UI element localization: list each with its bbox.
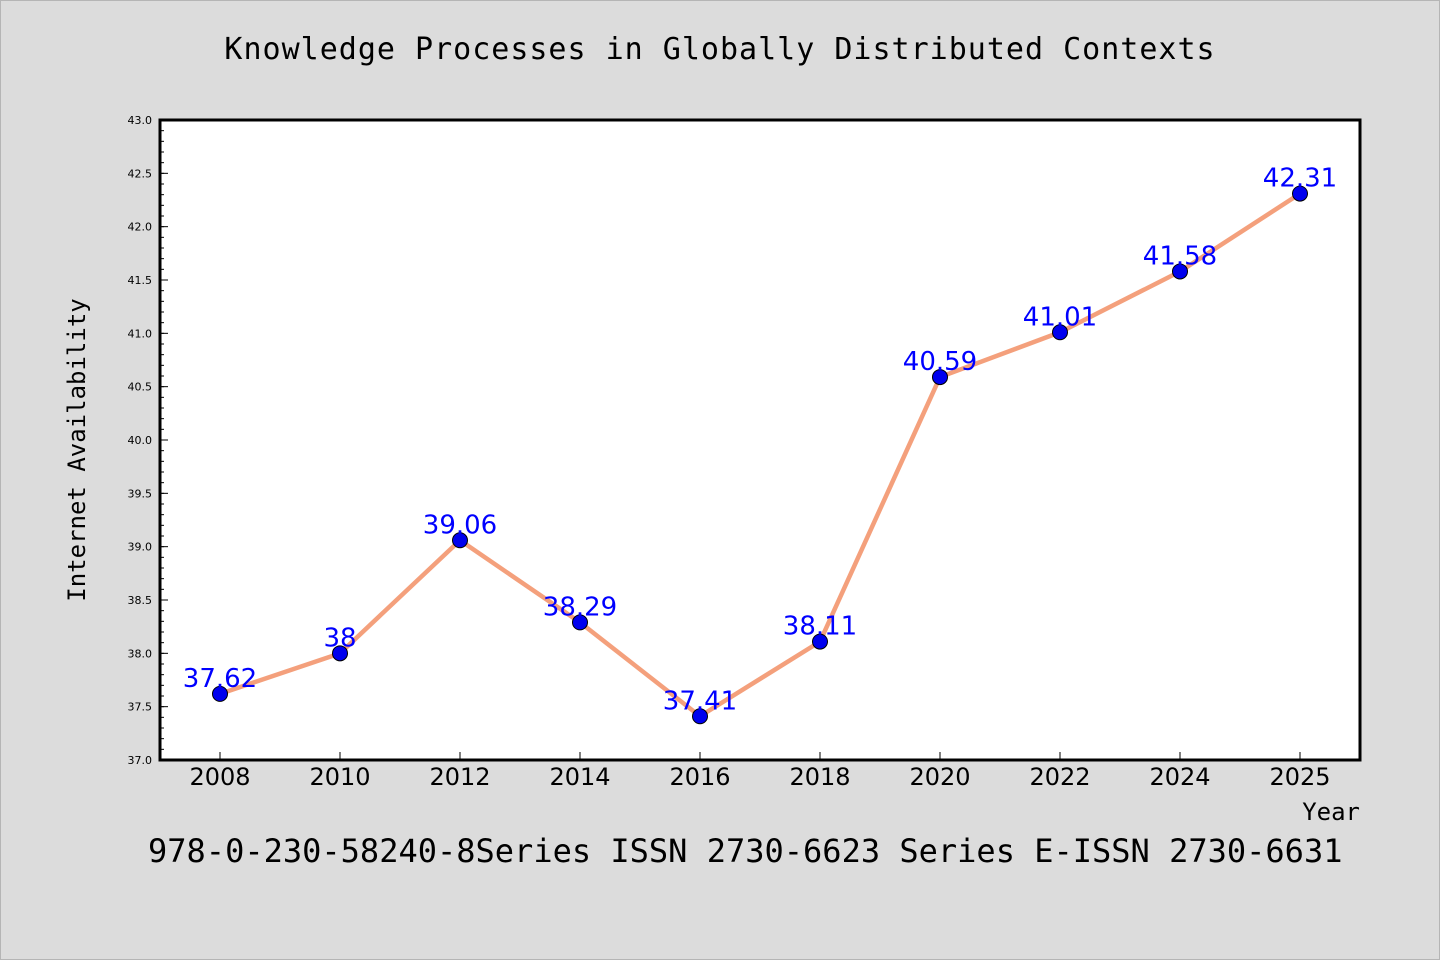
x-axis-label: Year xyxy=(1302,798,1360,826)
y-tick-label: 39.5 xyxy=(128,487,153,500)
data-point xyxy=(932,369,948,386)
y-tick-label: 41.0 xyxy=(128,327,153,340)
data-label: 37.62 xyxy=(183,664,257,694)
data-point xyxy=(1052,324,1068,341)
y-tick-label: 40.0 xyxy=(128,434,153,447)
x-tick-label: 2020 xyxy=(909,763,970,791)
x-tick-label: 2016 xyxy=(669,763,730,791)
x-tick-label: 2012 xyxy=(429,763,490,791)
y-axis: 37.0 37.5 38.0 38.5 39.0 39.5 40.0 40.5 41.0 41.5… xyxy=(128,114,168,767)
y-tick-label: 42.5 xyxy=(128,167,153,180)
x-tick-label: 2024 xyxy=(1149,763,1210,791)
x-axis: 2008 2010 2012 2014 2016 2018 2020 2022 2024 2025 xyxy=(189,752,1331,791)
x-tick-label: 2014 xyxy=(549,763,610,791)
y-tick-label: 42.0 xyxy=(128,221,153,234)
y-axis-label: Internet Availability xyxy=(63,298,91,601)
y-tick-label: 39.0 xyxy=(128,541,153,554)
data-point xyxy=(332,645,348,662)
y-tick-label: 43.0 xyxy=(128,114,153,127)
y-tick-label: 41.5 xyxy=(128,274,153,287)
data-label: 37.41 xyxy=(663,686,737,716)
data-point xyxy=(1172,263,1188,280)
series-layer: 37.62 38 39.06 38.29 37.41 38.11 40.59 41.01 41.… xyxy=(183,164,1337,725)
data-point xyxy=(1292,185,1308,202)
data-point xyxy=(212,685,228,702)
footer-isbn-text: 978-0-230-58240-8Series ISSN 2730-6623 S… xyxy=(148,832,1343,870)
data-label: 38.11 xyxy=(783,612,857,642)
y-tick-label: 38.0 xyxy=(128,647,153,660)
data-point xyxy=(452,532,468,549)
series-line xyxy=(217,191,1303,719)
x-tick-label: 2018 xyxy=(789,763,850,791)
data-label: 41.58 xyxy=(1143,241,1217,271)
y-tick-label: 37.5 xyxy=(128,701,153,714)
data-label: 38.29 xyxy=(543,592,617,622)
x-tick-label: 2010 xyxy=(309,763,370,791)
x-tick-label: 2025 xyxy=(1269,763,1330,791)
data-label: 41.01 xyxy=(1023,302,1097,332)
data-label: 40.59 xyxy=(903,347,977,377)
data-label: 38 xyxy=(323,623,356,653)
y-tick-label: 40.5 xyxy=(128,381,153,394)
y-tick-label: 37.0 xyxy=(128,754,153,767)
plot-area xyxy=(158,118,1362,762)
x-tick-label: 2022 xyxy=(1029,763,1090,791)
data-point xyxy=(692,708,708,725)
y-tick-label: 38.5 xyxy=(128,594,153,607)
data-label: 42.31 xyxy=(1263,164,1337,194)
data-label: 39.06 xyxy=(423,510,497,540)
data-point xyxy=(812,633,828,650)
chart-title: Knowledge Processes in Globally Distribu… xyxy=(224,32,1216,67)
x-tick-label: 2008 xyxy=(189,763,250,791)
data-point xyxy=(572,614,588,631)
